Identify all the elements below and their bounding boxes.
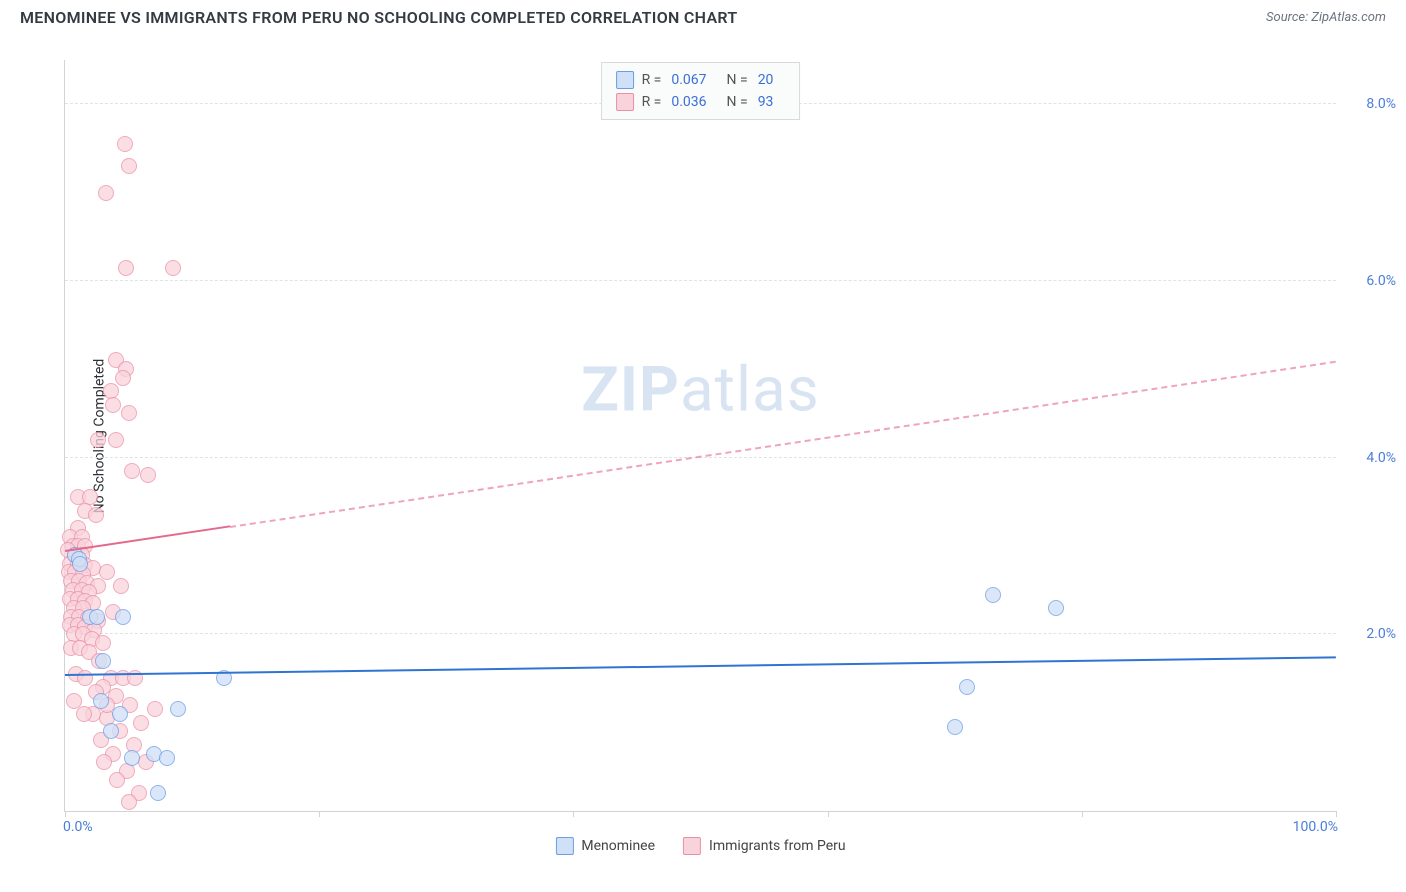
- data-point: [147, 701, 163, 717]
- data-point: [113, 578, 129, 594]
- data-point: [959, 679, 975, 695]
- data-point: [72, 556, 88, 572]
- data-point: [88, 507, 104, 523]
- stat-r-value: 0.067: [671, 69, 706, 91]
- stat-n-value: 20: [758, 69, 774, 91]
- legend-swatch-icon: [616, 71, 634, 89]
- data-point: [105, 397, 121, 413]
- stat-r-value: 0.036: [671, 91, 706, 113]
- x-tick: [319, 811, 320, 817]
- data-point: [140, 467, 156, 483]
- data-point: [99, 564, 115, 580]
- data-point: [115, 609, 131, 625]
- legend-stats-row: R = 0.036 N = 93: [616, 91, 786, 113]
- x-tick: [1336, 811, 1337, 817]
- legend-label: Immigrants from Peru: [709, 838, 846, 854]
- legend-item: Menominee: [555, 837, 655, 855]
- data-point: [95, 635, 111, 651]
- data-point: [76, 706, 92, 722]
- x-tick: [1082, 811, 1083, 817]
- legend-stats: R = 0.067 N = 20 R = 0.036 N = 93: [601, 62, 801, 120]
- data-point: [96, 754, 112, 770]
- data-point: [165, 260, 181, 276]
- data-point: [109, 772, 125, 788]
- stat-r-label: R =: [642, 69, 662, 91]
- y-tick-label: 6.0%: [1346, 273, 1396, 289]
- data-point: [117, 136, 133, 152]
- stat-n-value: 93: [758, 91, 774, 113]
- data-point: [115, 370, 131, 386]
- data-point: [124, 750, 140, 766]
- legend-swatch-icon: [616, 93, 634, 111]
- source-attribution: Source: ZipAtlas.com: [1266, 10, 1386, 25]
- chart-title: MENOMINEE VS IMMIGRANTS FROM PERU NO SCH…: [20, 8, 738, 27]
- plot-area: ZIPatlas R = 0.067 N = 20 R = 0.036 N = …: [64, 60, 1336, 812]
- data-point: [121, 405, 137, 421]
- legend-swatch-icon: [555, 837, 573, 855]
- grid-line: [65, 280, 1336, 281]
- chart-container: No Schooling Completed ZIPatlas R = 0.06…: [50, 40, 1336, 832]
- data-point: [947, 719, 963, 735]
- x-tick: [65, 811, 66, 817]
- x-max-label: 100.0%: [1293, 819, 1338, 835]
- legend-item: Immigrants from Peru: [683, 837, 846, 855]
- stat-n-label: N =: [727, 91, 748, 113]
- data-point: [90, 432, 106, 448]
- legend-stats-row: R = 0.067 N = 20: [616, 69, 786, 91]
- data-point: [985, 587, 1001, 603]
- x-tick: [573, 811, 574, 817]
- y-tick-label: 8.0%: [1346, 96, 1396, 112]
- data-point: [121, 158, 137, 174]
- data-point: [170, 701, 186, 717]
- data-point: [1048, 600, 1064, 616]
- data-point: [89, 609, 105, 625]
- trend-line: [230, 360, 1336, 527]
- watermark: ZIPatlas: [581, 354, 820, 427]
- data-point: [95, 653, 111, 669]
- data-point: [124, 463, 140, 479]
- data-point: [133, 715, 149, 731]
- data-point: [112, 706, 128, 722]
- trend-line: [65, 656, 1336, 676]
- stat-n-label: N =: [727, 69, 748, 91]
- y-tick-label: 4.0%: [1346, 450, 1396, 466]
- data-point: [121, 794, 137, 810]
- x-origin-label: 0.0%: [63, 819, 93, 835]
- data-point: [159, 750, 175, 766]
- data-point: [150, 785, 166, 801]
- x-tick: [828, 811, 829, 817]
- data-point: [93, 693, 109, 709]
- grid-line: [65, 633, 1336, 634]
- stat-r-label: R =: [642, 91, 662, 113]
- legend-label: Menominee: [581, 838, 655, 854]
- legend-swatch-icon: [683, 837, 701, 855]
- data-point: [118, 260, 134, 276]
- data-point: [108, 432, 124, 448]
- data-point: [103, 723, 119, 739]
- data-point: [98, 185, 114, 201]
- legend-bottom: Menominee Immigrants from Peru: [555, 837, 845, 855]
- y-tick-label: 2.0%: [1346, 626, 1396, 642]
